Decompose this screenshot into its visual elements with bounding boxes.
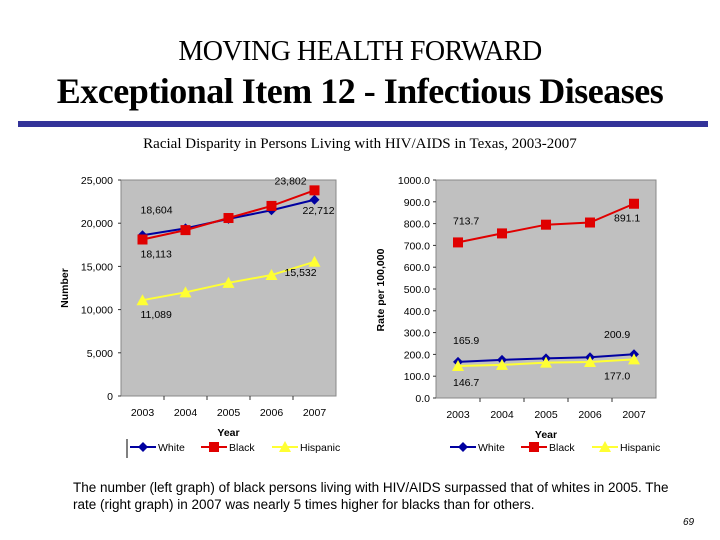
chart2-legend-black-label: Black [549, 442, 575, 454]
chart1-data-label: 11,089 [141, 309, 172, 321]
chart2-legend-white-label: White [478, 442, 505, 454]
chart2-legend-white-marker [458, 442, 468, 452]
chart2-hispanic-point [584, 356, 596, 368]
chart2-legend-hispanic-marker [599, 441, 611, 452]
chart1-white-point [309, 194, 320, 205]
chart2-black-point [453, 237, 463, 248]
chart1-x-axis-title: Year [217, 427, 239, 439]
chart2-x-tick-label: 2006 [578, 409, 602, 421]
chart1-black-point [309, 185, 320, 196]
chart1-x-tick-label: 2005 [217, 407, 241, 419]
chart1-hispanic-point [222, 276, 235, 288]
chart2-x-tick-label: 2004 [490, 409, 514, 421]
slide-title: Exceptional Item 12 - Infectious Disease… [56, 71, 664, 111]
chart1-black-point [180, 225, 191, 236]
chart2-y-tick-label: 0.0 [415, 393, 430, 405]
chart1-x-tick-label: 2007 [303, 407, 327, 419]
chart2-data-label: 146.7 [453, 377, 479, 389]
chart1-y-tick-label: 15,000 [81, 261, 113, 273]
chart2-black-point [585, 217, 595, 228]
chart1-data-label: 18,604 [141, 204, 173, 216]
chart1-y-tick-label: 25,000 [81, 175, 113, 187]
chart1-legend-black-marker [209, 442, 219, 452]
chart2-y-tick-label: 700.0 [404, 240, 430, 252]
chart2-x-tick-label: 2007 [622, 409, 646, 421]
chart1-y-tick-label: 0 [107, 391, 113, 403]
chart1-legend-black-label: Black [229, 442, 255, 454]
chart2-y-tick-label: 1000.0 [398, 175, 430, 187]
chart1-data-label: 22,712 [303, 205, 335, 217]
chart2-x-axis-title: Year [535, 429, 557, 441]
chart2-black-point [629, 198, 639, 209]
chart2-y-tick-label: 300.0 [404, 328, 430, 340]
chart2-y-axis-title: Rate per 100,000 [375, 248, 387, 331]
chart2-x-tick-label: 2003 [446, 409, 470, 421]
chart2-black-point [497, 228, 507, 239]
chart2-y-tick-label: 900.0 [404, 197, 430, 209]
slide-header: MOVING HEALTH FORWARD [178, 36, 542, 67]
chart-subtitle: Racial Disparity in Persons Living with … [143, 136, 577, 152]
caption-text: The number (left graph) of black persons… [73, 480, 669, 512]
chart2-data-label: 891.1 [614, 213, 640, 225]
chart2-x-tick-label: 2005 [534, 409, 558, 421]
title-divider [18, 121, 708, 127]
chart1-x-tick-label: 2006 [260, 407, 284, 419]
chart2-y-tick-label: 800.0 [404, 219, 430, 231]
chart2-y-tick-label: 500.0 [404, 284, 430, 296]
chart1-data-label: 15,532 [285, 267, 317, 279]
chart2-data-label: 713.7 [453, 215, 479, 227]
chart1-x-tick-label: 2004 [174, 407, 198, 419]
chart1-y-tick-label: 10,000 [81, 305, 113, 317]
chart1-y-tick-label: 20,000 [81, 218, 113, 230]
chart2-legend-hispanic-label: Hispanic [620, 442, 660, 454]
chart2-legend-black-marker [529, 442, 539, 452]
chart1-legend-white-label: White [158, 442, 185, 454]
chart2-hispanic-point [452, 360, 464, 372]
chart1-hispanic-point [308, 255, 321, 267]
chart1-hispanic-point [179, 286, 192, 298]
page-number: 69 [683, 517, 695, 528]
chart1-data-label: 18,113 [141, 249, 172, 261]
chart2-hispanic-point [496, 358, 508, 370]
chart1-black-point [266, 200, 277, 211]
chart2-data-label: 165.9 [453, 335, 479, 347]
chart2-y-tick-label: 100.0 [404, 371, 430, 383]
chart1-legend-hispanic-label: Hispanic [300, 442, 340, 454]
chart1-legend-white-marker [138, 442, 148, 452]
chart2-hispanic-point [628, 353, 640, 365]
chart2-hispanic-point [540, 356, 552, 368]
chart2-data-label: 200.9 [604, 329, 630, 341]
chart2-y-tick-label: 600.0 [404, 262, 430, 274]
chart1-legend-hispanic-marker [279, 441, 291, 452]
chart2-y-tick-label: 200.0 [404, 349, 430, 361]
chart1-black-point [223, 213, 234, 224]
chart1-x-tick-label: 2003 [131, 407, 155, 419]
chart1-hispanic-point [265, 269, 278, 281]
chart2-y-tick-label: 400.0 [404, 306, 430, 318]
chart2-data-label: 177.0 [604, 370, 630, 382]
chart1-hispanic-point [136, 294, 149, 306]
chart1-black-point [137, 234, 148, 245]
chart1-y-axis-title: Number [59, 268, 71, 308]
chart2-black-point [541, 219, 551, 230]
chart1-data-label: 23,802 [275, 175, 307, 187]
chart1-y-tick-label: 5,000 [87, 348, 113, 360]
